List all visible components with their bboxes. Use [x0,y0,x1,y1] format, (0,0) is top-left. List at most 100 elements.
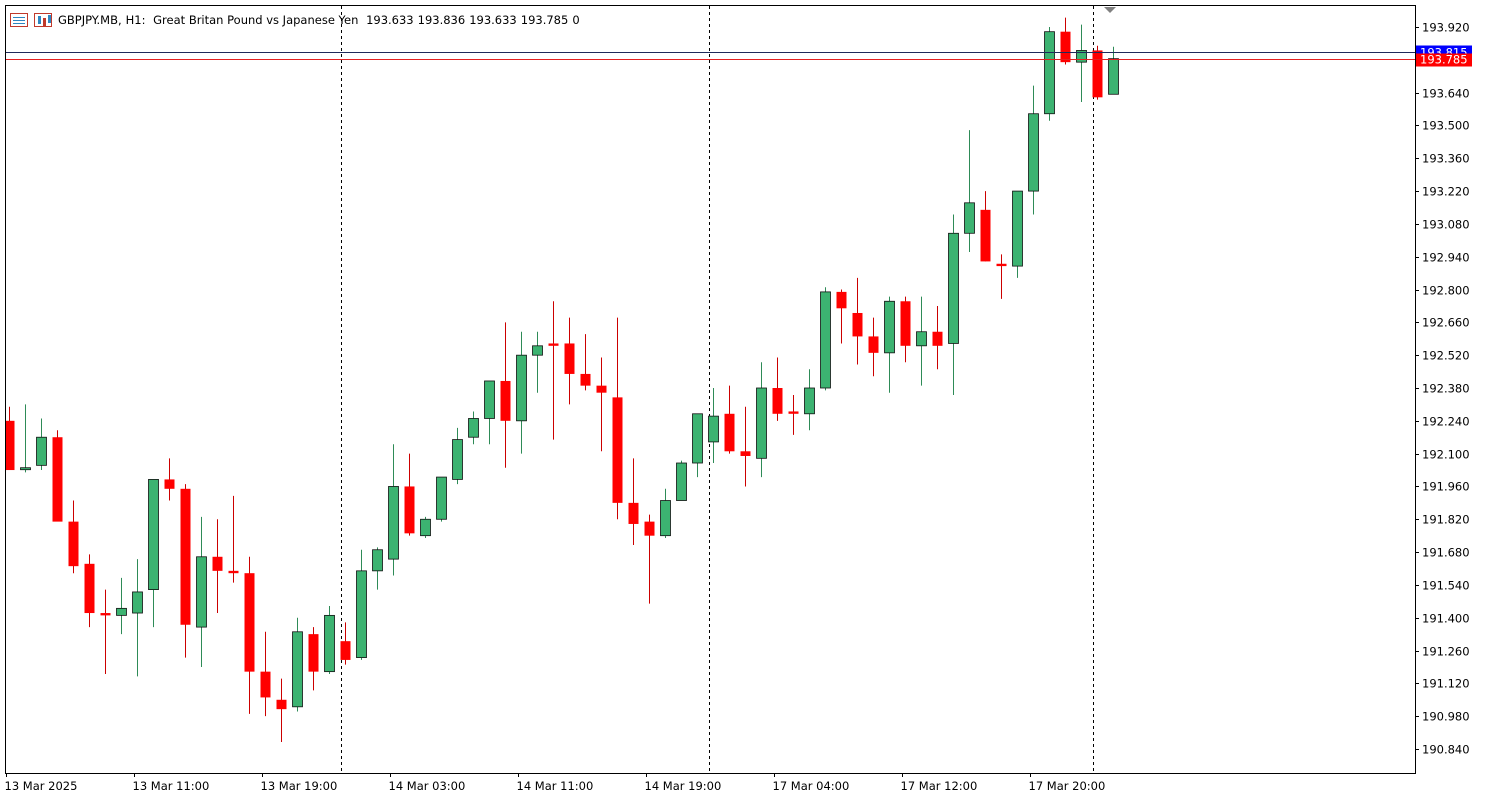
bear-candle [308,627,319,691]
candle-body [212,556,223,571]
candle-body [276,699,287,710]
y-tick-label: 190.980 [1422,710,1470,724]
candle-body [500,380,511,421]
x-tick-label: 17 Mar 04:00 [773,779,850,793]
bull-candle [964,130,975,253]
candle-body [404,486,415,534]
candle-body [1044,31,1055,115]
candle-body [196,556,207,628]
y-tick-label: 191.260 [1422,645,1470,659]
bull-candle [660,488,671,539]
bear-candle [996,254,1007,299]
x-tick-label: 17 Mar 12:00 [901,779,978,793]
bear-candle [1092,45,1103,100]
candle-body [628,502,639,524]
y-tick-label: 191.400 [1422,612,1470,626]
candle-body [836,291,847,309]
candle-body [180,488,191,625]
y-tick-label: 190.840 [1422,743,1470,757]
candle-body [6,420,15,471]
bear-candle [340,622,351,665]
candle-body [596,385,607,393]
candle-body [1028,113,1039,192]
candle-body [756,387,767,459]
y-tick-label: 193.920 [1422,21,1470,35]
candle-body [52,437,63,522]
bull-candle [1076,24,1087,103]
y-tick-label: 193.080 [1422,218,1470,232]
bear-candle [724,385,735,454]
bear-candle [260,631,271,717]
x-tick-label: 14 Mar 19:00 [645,779,722,793]
close-value: 193.785 [520,13,569,27]
candle-body [868,336,879,353]
x-tick-label: 13 Mar 19:00 [261,779,338,793]
candle-body [116,607,127,616]
chart-shift-marker[interactable] [1104,7,1116,13]
bull-candle [532,331,543,393]
price-lines [6,52,1415,60]
bid-price-label-bg [1416,53,1472,67]
x-tick-label: 14 Mar 03:00 [389,779,466,793]
bull-candle [388,444,399,576]
bear-candle [628,458,639,546]
candle-body [84,563,95,614]
candle-body [164,479,175,489]
candle-body [884,300,895,354]
chart-type-icon[interactable] [34,13,52,27]
candle-body [916,331,927,347]
plot-area-border [5,5,1416,774]
candle-body [1076,50,1087,63]
bear-candle [548,301,559,440]
market-watch-icon[interactable] [10,13,28,27]
time-axis: 13 Mar 2025 13 Mar 11:00 13 Mar 19:00 14 Ma… [5,773,1105,793]
candle-body [804,387,815,415]
y-tick-label: 191.120 [1422,677,1470,691]
y-tick-label: 193.360 [1422,152,1470,166]
bull-candle [708,388,719,464]
y-tick-label: 193.220 [1422,185,1470,199]
bear-candle [644,514,655,604]
y-tick-label: 192.240 [1422,415,1470,429]
bull-candle [452,427,463,485]
bull-candle [292,617,303,712]
bull-candle [1028,85,1039,215]
bear-candle [228,495,239,583]
candle-body [340,641,351,660]
y-tick-label: 192.660 [1422,316,1470,330]
x-tick-label: 14 Mar 11:00 [517,779,594,793]
y-tick-label: 193.500 [1422,119,1470,133]
bull-candle [1108,46,1119,95]
candle-body [68,521,79,567]
candle-body [564,343,575,374]
bull-candle [676,460,687,501]
candle-body [1012,190,1023,267]
candle-body [452,439,463,480]
candle-body [964,202,975,234]
bull-candle [20,404,31,473]
bear-candle [180,484,191,658]
candle-body [532,345,543,356]
bull-candle [948,214,959,396]
bull-candle [468,411,479,445]
y-tick-label: 191.960 [1422,480,1470,494]
candle-body [548,343,559,346]
bear-candle [612,317,623,520]
bull-candle [436,476,447,522]
y-tick-label: 192.380 [1422,382,1470,396]
x-tick-label: 13 Mar 11:00 [133,779,210,793]
bull-candle [324,606,335,674]
bear-candle [564,317,575,405]
candle-body [948,232,959,344]
bull-candle [420,516,431,539]
candle-body [148,479,159,590]
bear-candle [276,678,287,742]
bear-candle [500,322,511,468]
bull-candle [692,413,703,478]
bull-candle [148,479,159,628]
candle-body [100,613,111,616]
bull-candle [132,559,143,677]
bull-candle [516,331,527,454]
symbol-description: Great Britan Pound vs Japanese Yen [153,13,359,27]
